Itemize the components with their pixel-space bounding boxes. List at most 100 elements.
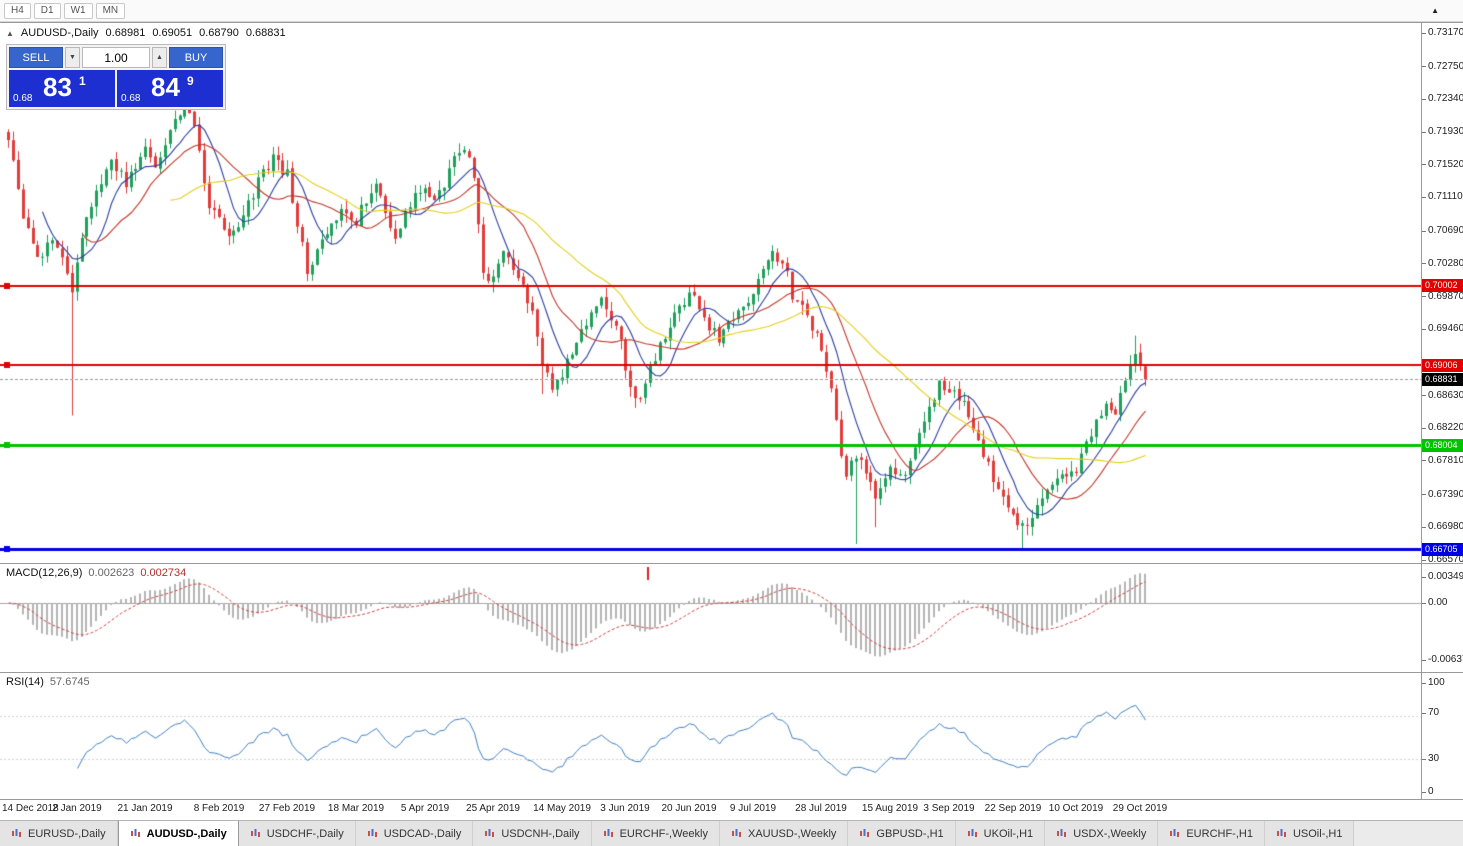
sell-button[interactable]: SELL bbox=[9, 47, 63, 68]
chart-tab-label: USDCHF-,Daily bbox=[266, 827, 344, 840]
price-tick-label: 0.71520 bbox=[1428, 158, 1463, 170]
sell-price-display[interactable]: 0.68 83 1 bbox=[9, 70, 115, 107]
date-tick-label: 14 Dec 2018 bbox=[2, 803, 59, 814]
date-tick-label: 20 Jun 2019 bbox=[661, 803, 717, 814]
date-tick-label: 9 Jul 2019 bbox=[729, 803, 777, 814]
price-tick-label: 0.71930 bbox=[1428, 126, 1463, 137]
level-price-label: 0.70002 bbox=[1422, 279, 1463, 293]
tab-chart-icon bbox=[12, 829, 21, 837]
date-tick-label: 15 Aug 2019 bbox=[861, 803, 919, 814]
volume-decrease-button[interactable]: ▼ bbox=[65, 47, 80, 68]
rsi-tick-label: 70 bbox=[1428, 707, 1440, 718]
chart-tab-gbpusd-h1[interactable]: GBPUSD-,H1 bbox=[848, 821, 956, 846]
chart-tab-eurchf-weekly[interactable]: EURCHF-,Weekly bbox=[591, 821, 720, 846]
date-tick-label: 3 Jun 2019 bbox=[600, 803, 650, 814]
chart-tab-ukoil-h1[interactable]: UKOil-,H1 bbox=[955, 821, 1046, 846]
timeframe-button-h4[interactable]: H4 bbox=[4, 2, 31, 19]
rsi-tick-mark bbox=[1422, 682, 1426, 684]
price-tick-mark bbox=[1422, 196, 1426, 198]
chart-tab-usoil-h1[interactable]: USOil-,H1 bbox=[1264, 821, 1355, 846]
rsi-tick-label: 100 bbox=[1428, 677, 1445, 688]
chart-tab-label: EURUSD-,Daily bbox=[28, 827, 106, 840]
tab-chart-icon bbox=[130, 829, 140, 837]
price-tick-label: 0.69870 bbox=[1428, 290, 1463, 302]
date-tick-label: 10 Oct 2019 bbox=[1048, 803, 1104, 814]
level-price-label: 0.66705 bbox=[1422, 542, 1463, 556]
ohlc-low: 0.68790 bbox=[199, 27, 239, 39]
chart-tab-label: UKOil-,H1 bbox=[983, 827, 1034, 840]
chart-tab-usdchf-daily[interactable]: USDCHF-,Daily bbox=[238, 821, 356, 846]
chart-tab-eurusd-daily[interactable]: EURUSD-,Daily bbox=[0, 821, 118, 846]
chart-tab-label: EURCHF-,Weekly bbox=[619, 827, 708, 840]
price-chart-canvas[interactable] bbox=[0, 23, 1421, 563]
chart-tab-label: USDCNH-,Daily bbox=[501, 827, 580, 840]
rsi-tick-mark bbox=[1422, 758, 1426, 760]
timeframe-button-mn[interactable]: MN bbox=[95, 2, 126, 19]
chart-tab-eurchf-h1[interactable]: EURCHF-,H1 bbox=[1158, 821, 1265, 846]
date-tick-label: 28 Jul 2019 bbox=[795, 803, 847, 814]
volume-increase-button[interactable]: ▲ bbox=[152, 47, 167, 68]
macd-canvas[interactable] bbox=[0, 564, 1421, 672]
date-tick-label: 21 Jan 2019 bbox=[117, 803, 173, 814]
ohlc-high: 0.69051 bbox=[152, 27, 193, 39]
price-tick-mark bbox=[1422, 395, 1426, 396]
price-tick-mark bbox=[1422, 98, 1426, 100]
date-tick-label: 14 May 2019 bbox=[533, 803, 591, 814]
price-tick-mark bbox=[1422, 328, 1426, 330]
price-tick-label: 0.66570 bbox=[1428, 554, 1463, 565]
tab-chart-icon bbox=[860, 829, 870, 837]
date-tick-label: 3 Sep 2019 bbox=[923, 803, 975, 814]
chart-symbol-period: AUDUSD-,Daily bbox=[20, 27, 99, 39]
rsi-value: 57.6745 bbox=[49, 676, 90, 688]
price-axis[interactable]: 0.73170 0.72750 0.72340 0.71930 0.71520 0.711… bbox=[1421, 23, 1463, 565]
price-tick-label: 0.71110 bbox=[1428, 191, 1463, 203]
chart-tab-usdcnh-daily[interactable]: USDCNH-,Daily bbox=[473, 821, 592, 846]
time-axis[interactable]: 14 Dec 2018 2 Jan 2019 21 Jan 2019 8 Feb 20… bbox=[0, 800, 1463, 820]
macd-axis[interactable]: 0.00349 0.00 -0.00637 bbox=[1421, 564, 1463, 672]
buy-price-pipette: 9 bbox=[187, 74, 194, 88]
price-tick-mark bbox=[1422, 460, 1426, 462]
chart-tab-xauusd-weekly[interactable]: XAUUSD-,Weekly bbox=[719, 821, 849, 846]
date-tick-label: 2 Jan 2019 bbox=[52, 803, 102, 814]
timeframe-toolbar: H4 D1 W1 MN ▲ bbox=[0, 0, 1463, 22]
price-tick-mark bbox=[1422, 164, 1426, 166]
buy-button[interactable]: BUY bbox=[169, 47, 223, 68]
chart-tab-label: GBPUSD-,H1 bbox=[876, 827, 944, 840]
volume-input[interactable] bbox=[82, 47, 150, 68]
macd-main-value: 0.002623 bbox=[88, 567, 135, 579]
rsi-axis[interactable]: 100 70 30 0 bbox=[1421, 673, 1463, 799]
chart-scroll-marker-icon[interactable]: ▲ bbox=[1431, 6, 1439, 15]
macd-tick-label: 0.00349 bbox=[1428, 571, 1463, 582]
rsi-canvas[interactable] bbox=[0, 673, 1421, 799]
tab-chart-icon bbox=[250, 829, 260, 837]
date-tick-label: 5 Apr 2019 bbox=[400, 803, 450, 814]
buy-price-display[interactable]: 0.68 84 9 bbox=[117, 70, 223, 107]
chart-tab-usdx-weekly[interactable]: USDX-,Weekly bbox=[1045, 821, 1159, 846]
chart-tab-usdcad-daily[interactable]: USDCAD-,Daily bbox=[355, 821, 474, 846]
rsi-tick-label: 0 bbox=[1428, 786, 1434, 797]
price-tick-mark bbox=[1422, 32, 1426, 34]
price-tick-label: 0.67390 bbox=[1428, 488, 1463, 500]
macd-tick-label: 0.00 bbox=[1428, 597, 1448, 608]
tab-chart-icon bbox=[603, 829, 613, 837]
chart-tab-label: EURCHF-,H1 bbox=[1186, 827, 1253, 840]
price-tick-label: 0.68220 bbox=[1428, 422, 1463, 434]
chart-window: 0.73170 0.72750 0.72340 0.71930 0.71520 0.711… bbox=[0, 22, 1463, 820]
macd-label: MACD(12,26,9) 0.002623 0.002734 bbox=[6, 567, 186, 579]
tab-chart-icon bbox=[1276, 829, 1286, 837]
price-tick-mark bbox=[1422, 263, 1426, 265]
chart-tab-label: USOil-,H1 bbox=[1292, 827, 1343, 840]
macd-tick-mark bbox=[1422, 602, 1426, 604]
one-click-trading-panel: SELL ▼ ▲ BUY 0.68 83 1 0.68 84 9 bbox=[6, 44, 226, 110]
timeframe-button-d1[interactable]: D1 bbox=[33, 2, 61, 19]
chart-tab-audusd-daily[interactable]: AUDUSD-,Daily bbox=[117, 821, 239, 846]
one-click-toggle-icon[interactable]: ▲ bbox=[6, 28, 14, 38]
macd-indicator-panel: 0.00349 0.00 -0.00637 MACD(12,26,9) 0.00262… bbox=[0, 564, 1463, 673]
macd-signal-value: 0.002734 bbox=[140, 567, 187, 579]
macd-name: MACD(12,26,9) bbox=[6, 567, 83, 579]
price-tick-label: 0.72750 bbox=[1428, 60, 1463, 72]
date-tick-label: 27 Feb 2019 bbox=[258, 803, 316, 814]
date-tick-label: 8 Feb 2019 bbox=[193, 803, 245, 814]
timeframe-button-w1[interactable]: W1 bbox=[63, 2, 93, 19]
chart-tab-label: XAUUSD-,Weekly bbox=[747, 827, 837, 840]
